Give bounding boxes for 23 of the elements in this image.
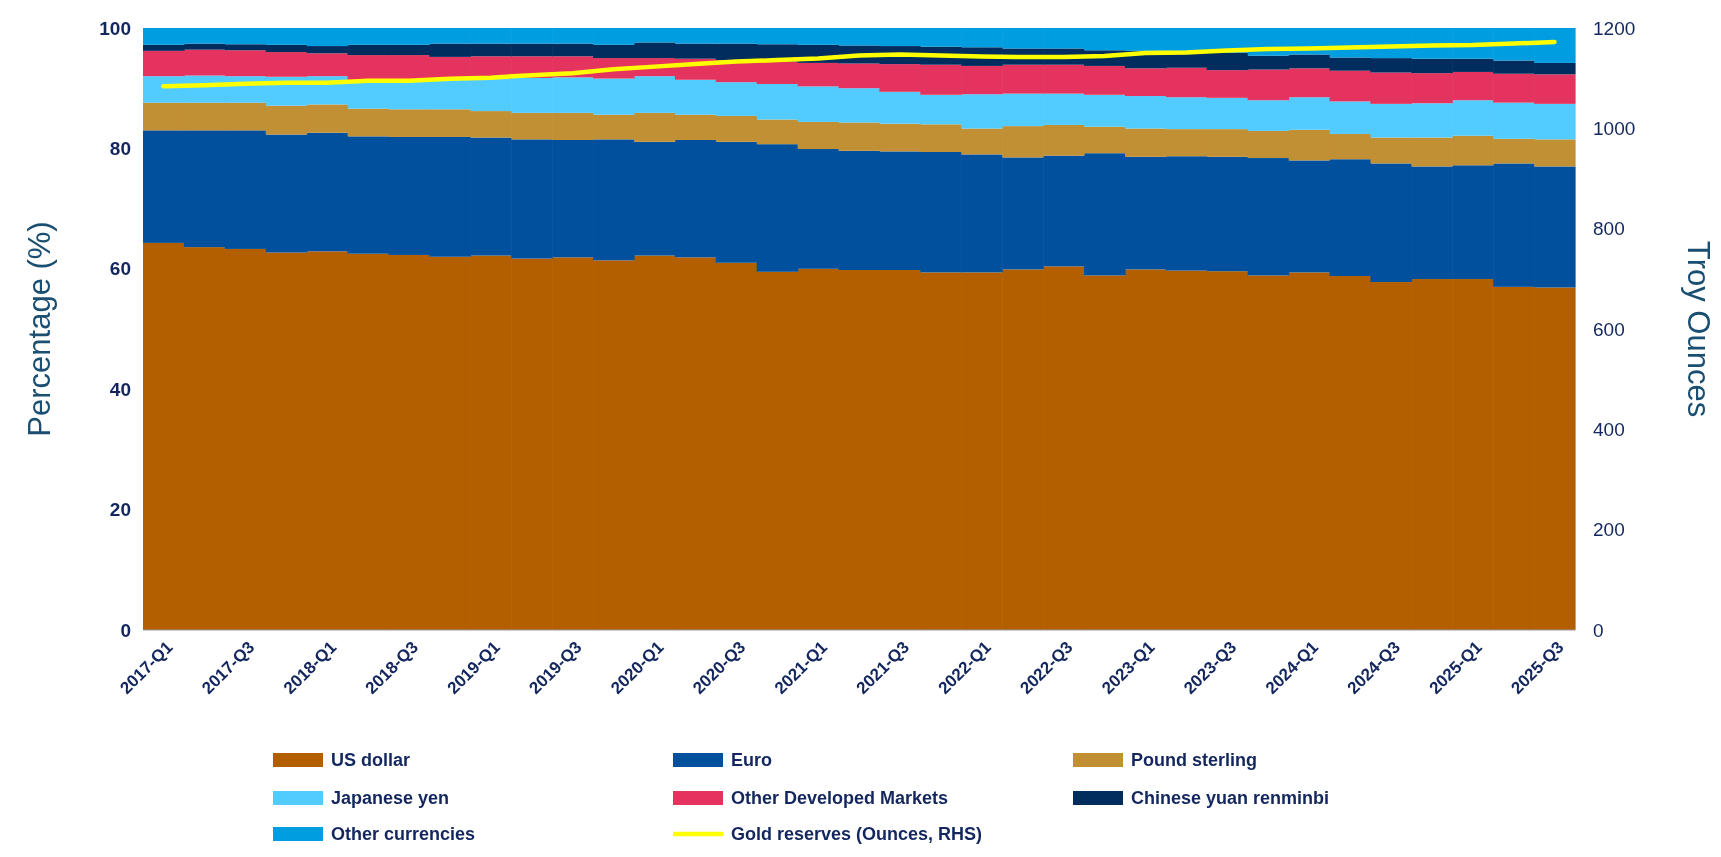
legend-label: Other currencies [331, 824, 476, 845]
y-tick-label: 60 [109, 258, 131, 280]
y-tick-label: 100 [99, 17, 131, 39]
y2-tick-label: 600 [1593, 318, 1625, 340]
legend-label: Japanese yen [331, 788, 450, 809]
y2-tick-label: 800 [1593, 218, 1625, 240]
legend-label: Other Developed Markets [731, 788, 949, 809]
legend-label: Pound sterling [1131, 750, 1257, 771]
legend-label: US dollar [331, 750, 411, 771]
y-tick-label: 20 [109, 499, 131, 521]
legend-label: Chinese yuan renminbi [1131, 788, 1330, 809]
y-tick-label: 0 [120, 619, 131, 641]
y2-axis-title: Troy Ounces [1681, 240, 1716, 418]
y2-tick-label: 1000 [1593, 117, 1636, 139]
y-axis-title: Percentage (%) [22, 221, 57, 437]
y2-tick-label: 200 [1593, 519, 1625, 541]
y2-tick-label: 1200 [1593, 17, 1636, 39]
y2-tick-label: 400 [1593, 418, 1625, 440]
y-tick-label: 40 [109, 378, 131, 400]
y-tick-label: 80 [109, 138, 131, 160]
y2-tick-label: 0 [1593, 619, 1604, 641]
legend-label: Gold reserves (Ounces, RHS) [731, 824, 983, 845]
legend-label: Euro [731, 750, 773, 771]
